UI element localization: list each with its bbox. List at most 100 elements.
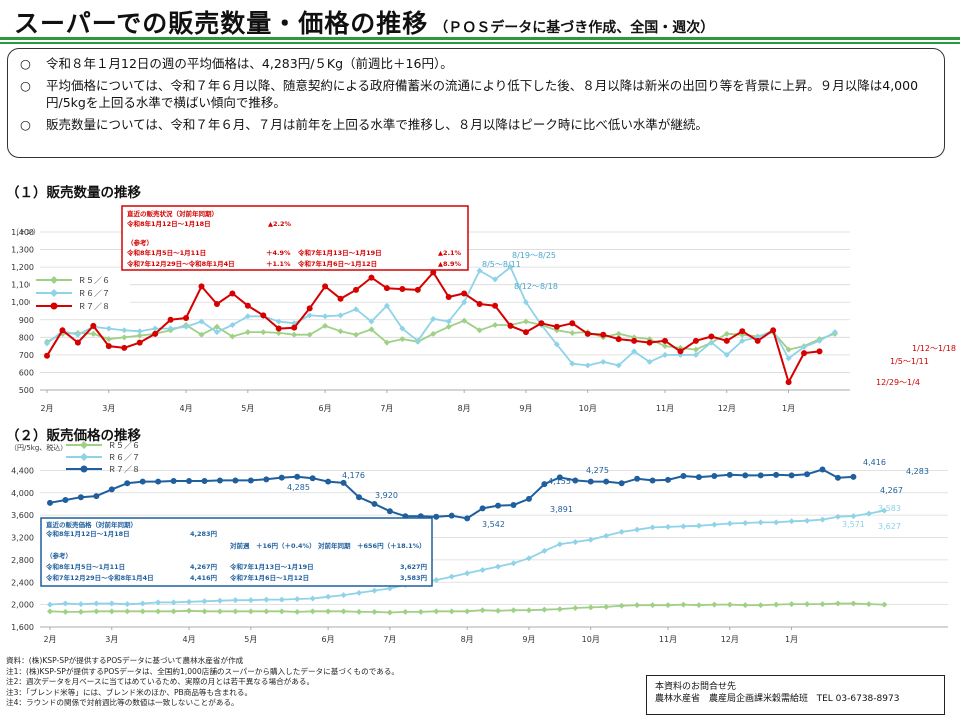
legend-marker-r6 (80, 453, 88, 461)
data-point (371, 608, 378, 615)
data-point (569, 329, 576, 336)
data-point (603, 532, 610, 539)
point-label: 4,155 (548, 477, 571, 486)
data-point (525, 555, 532, 562)
data-point (785, 355, 792, 362)
data-point (785, 346, 792, 353)
data-point (773, 601, 780, 608)
data-point (723, 351, 730, 358)
legend-label-r6: Ｒ６／７ (108, 453, 140, 462)
data-point (584, 330, 591, 337)
data-point (742, 602, 749, 609)
volume-info-box: 直近の販売状況（対前年同期） 令和8年1月12日～1月18日 ▲2.2% （参考… (121, 205, 469, 271)
data-point (726, 471, 733, 478)
data-point (353, 331, 359, 338)
data-point (275, 329, 282, 336)
data-point (479, 566, 486, 573)
data-point (105, 336, 112, 343)
x-tick-label: 1月 (782, 404, 795, 413)
data-point (356, 589, 362, 596)
legend-marker-r7 (50, 302, 58, 310)
data-point (850, 473, 857, 480)
data-point (587, 536, 594, 543)
data-point (445, 318, 452, 325)
data-point (108, 600, 115, 607)
vinfo-row2-label: 令和8年1月5日～1月11日 (126, 248, 206, 257)
volume-legend: Ｒ５／６ Ｒ６／７ Ｒ７／８ (30, 271, 130, 313)
data-point (414, 337, 421, 344)
data-point (646, 358, 653, 365)
data-point (44, 352, 50, 359)
data-point (201, 598, 208, 605)
data-point (186, 478, 193, 485)
x-tick-label: 9月 (522, 635, 535, 644)
data-point (618, 480, 625, 487)
point-label: 4,416 (863, 458, 886, 467)
data-point (464, 608, 471, 615)
data-point (587, 478, 594, 485)
pinfo-row2-a: 対前週 ＋16円（＋0.4%） (229, 541, 316, 550)
data-point (383, 302, 390, 309)
data-point (383, 339, 390, 346)
data-point (306, 331, 313, 338)
data-point (510, 502, 517, 509)
summary-item: ○ 販売数量については、令和７年６月、７月は前年を上回る水準で推移し、８月以降は… (20, 116, 934, 133)
data-point (105, 343, 112, 350)
legend-label-r6: Ｒ６／７ (78, 289, 110, 298)
data-point (90, 322, 97, 329)
note-line: 注4：ラウンドの関係で対前週比等の数値は一致しないことがある。 (6, 698, 239, 707)
data-point (213, 329, 220, 336)
data-point (62, 600, 69, 607)
data-point (322, 313, 329, 320)
annotation-aug5: 8/5～8/11 (482, 260, 521, 269)
data-point (572, 538, 579, 545)
data-point (461, 299, 468, 306)
data-point (708, 333, 715, 340)
data-point (167, 325, 174, 332)
x-tick-label: 12月 (721, 635, 739, 644)
data-point (244, 302, 251, 309)
data-point (816, 337, 823, 344)
data-point (801, 350, 808, 357)
data-point (47, 608, 53, 615)
data-point (170, 599, 177, 606)
data-point (402, 608, 409, 615)
data-point (383, 285, 390, 292)
data-point (538, 320, 545, 327)
vinfo-row3-cmp-value: ▲8.9% (438, 260, 462, 268)
data-point (155, 608, 162, 615)
point-label: 3,627 (878, 522, 901, 531)
y-tick-label: 900 (19, 316, 34, 325)
point-label: 4,267 (880, 486, 903, 495)
data-point (399, 325, 406, 332)
legend-label-r7: Ｒ７／８ (108, 465, 140, 474)
data-point (340, 592, 347, 599)
x-tick-label: 11月 (659, 635, 677, 644)
data-point (476, 300, 483, 307)
pinfo-heading: 直近の販売価格（対前年同期） (46, 520, 137, 529)
data-point (834, 474, 841, 481)
data-point (556, 541, 563, 548)
vinfo-row3-cmp-label: 令和7年1月6日～1月12日 (297, 259, 377, 268)
data-point (74, 331, 81, 338)
data-point (492, 276, 499, 283)
point-label: 3,891 (550, 505, 573, 514)
data-point (541, 547, 548, 554)
data-point (47, 499, 53, 506)
data-point (631, 337, 638, 344)
data-point (322, 283, 329, 290)
data-point (247, 597, 254, 604)
legend-label-r7: Ｒ７／８ (78, 302, 110, 311)
data-point (757, 472, 764, 479)
pinfo-ref: （参考） (46, 551, 72, 560)
x-tick-label: 6月 (322, 635, 335, 644)
y-tick-label: 3,600 (11, 511, 34, 520)
data-point (108, 486, 115, 493)
data-point (461, 317, 468, 324)
data-point (275, 318, 282, 325)
vinfo-row3-label: 令和7年12月29日～令和8年1月4日 (126, 259, 235, 268)
volume-y-unit: （トン） (12, 228, 40, 236)
title-subtitle: （ＰＯＳデータに基づき作成、全国・週次） (434, 20, 715, 36)
data-point (430, 269, 437, 276)
data-point (155, 478, 162, 485)
